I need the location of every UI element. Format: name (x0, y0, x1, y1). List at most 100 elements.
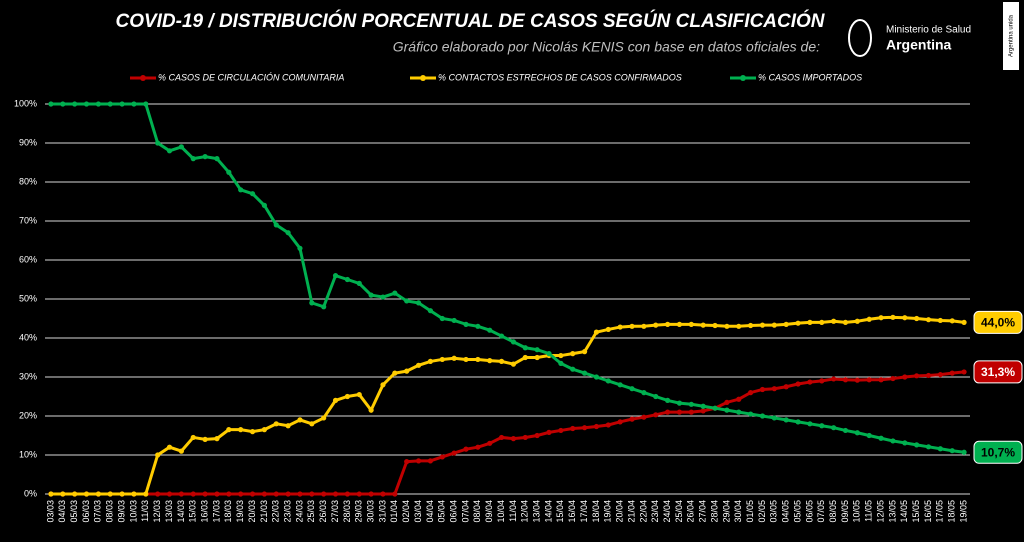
x-tick-label: 15/03 (188, 500, 198, 523)
data-point (415, 362, 422, 368)
data-point (866, 377, 872, 383)
x-tick-label: 24/03 (294, 500, 304, 523)
legend-item: % CASOS IMPORTADOS (730, 72, 862, 82)
data-point (143, 101, 149, 107)
data-point (48, 491, 54, 497)
x-tick-label: 20/04 (615, 500, 625, 523)
data-point (107, 101, 113, 107)
data-point (593, 374, 600, 380)
x-tick-label: 19/03 (235, 500, 245, 523)
data-point (107, 491, 113, 497)
data-point (878, 377, 884, 383)
value-label: 44,0% (981, 316, 1015, 330)
data-point (653, 322, 659, 328)
y-tick-label: 40% (19, 332, 37, 342)
data-point (451, 355, 457, 361)
x-tick-label: 07/03 (93, 500, 103, 523)
data-point (641, 414, 647, 420)
data-point (226, 169, 232, 175)
data-point (522, 345, 528, 351)
data-point (724, 323, 730, 329)
data-point (937, 317, 943, 324)
data-point (617, 382, 623, 388)
data-point (415, 458, 422, 464)
data-point (356, 491, 362, 497)
x-tick-label: 19/04 (603, 500, 613, 523)
data-point (119, 101, 125, 107)
data-point (605, 422, 611, 428)
data-point (321, 415, 327, 421)
data-point (653, 393, 659, 400)
data-point (961, 319, 967, 325)
data-point (487, 358, 493, 364)
x-tick-label: 11/05 (864, 500, 874, 522)
data-point (534, 432, 540, 439)
data-point (285, 230, 291, 236)
data-point (451, 317, 457, 324)
data-point (771, 415, 777, 421)
data-point (581, 425, 588, 431)
data-point (902, 440, 908, 446)
data-point (155, 491, 161, 497)
data-point (178, 144, 184, 150)
data-point (202, 491, 208, 497)
data-point (759, 386, 766, 393)
data-point (166, 148, 173, 154)
data-point (890, 438, 896, 444)
value-label-box (973, 440, 1023, 464)
data-point (498, 333, 505, 339)
data-point (48, 101, 54, 107)
y-tick-label: 50% (19, 293, 37, 303)
data-point (558, 360, 564, 366)
data-point (759, 413, 766, 419)
data-point (748, 322, 754, 329)
x-tick-label: 01/04 (389, 500, 399, 523)
data-point (688, 401, 694, 407)
data-point (890, 375, 896, 382)
legend-item: % CONTACTOS ESTRECHOS DE CASOS CONFIRMAD… (410, 72, 682, 82)
data-point (226, 491, 232, 497)
x-tick-label: 03/04 (413, 500, 423, 523)
data-point (238, 427, 244, 433)
data-point (214, 436, 220, 442)
data-point (641, 390, 647, 396)
data-point (522, 434, 528, 441)
data-point (392, 491, 398, 497)
data-point (95, 101, 101, 107)
data-point (534, 354, 540, 361)
data-point (771, 386, 777, 392)
x-tick-label: 26/04 (686, 500, 696, 523)
data-point (83, 491, 90, 497)
x-tick-label: 27/04 (698, 500, 708, 523)
data-point (344, 491, 351, 497)
x-tick-label: 30/04 (733, 500, 743, 523)
x-tick-label: 04/05 (781, 500, 791, 523)
x-tick-label: 28/04 (709, 500, 719, 523)
data-point (510, 339, 517, 345)
data-point (902, 374, 908, 380)
data-point (72, 101, 78, 107)
x-tick-label: 15/05 (911, 500, 921, 523)
x-tick-label: 10/05 (852, 500, 862, 523)
data-point (261, 491, 267, 497)
data-point (831, 376, 837, 382)
data-point (131, 491, 137, 497)
data-point (712, 405, 718, 411)
x-tick-label: 29/04 (721, 500, 731, 523)
legend-label: % CASOS IMPORTADOS (758, 72, 862, 82)
data-point (60, 101, 66, 107)
data-point (676, 400, 683, 406)
y-tick-label: 70% (19, 215, 37, 225)
x-tick-label: 03/05 (769, 500, 779, 523)
data-point (380, 382, 386, 388)
y-tick-label: 90% (19, 137, 37, 147)
data-point (831, 318, 837, 324)
x-tick-label: 14/05 (899, 500, 909, 523)
data-point (961, 369, 967, 375)
value-label-box (973, 310, 1023, 334)
x-tick-label: 07/05 (816, 500, 826, 523)
data-point (937, 446, 943, 452)
x-tick-label: 02/04 (401, 500, 411, 523)
data-point (463, 446, 469, 452)
x-tick-label: 30/03 (365, 500, 375, 523)
